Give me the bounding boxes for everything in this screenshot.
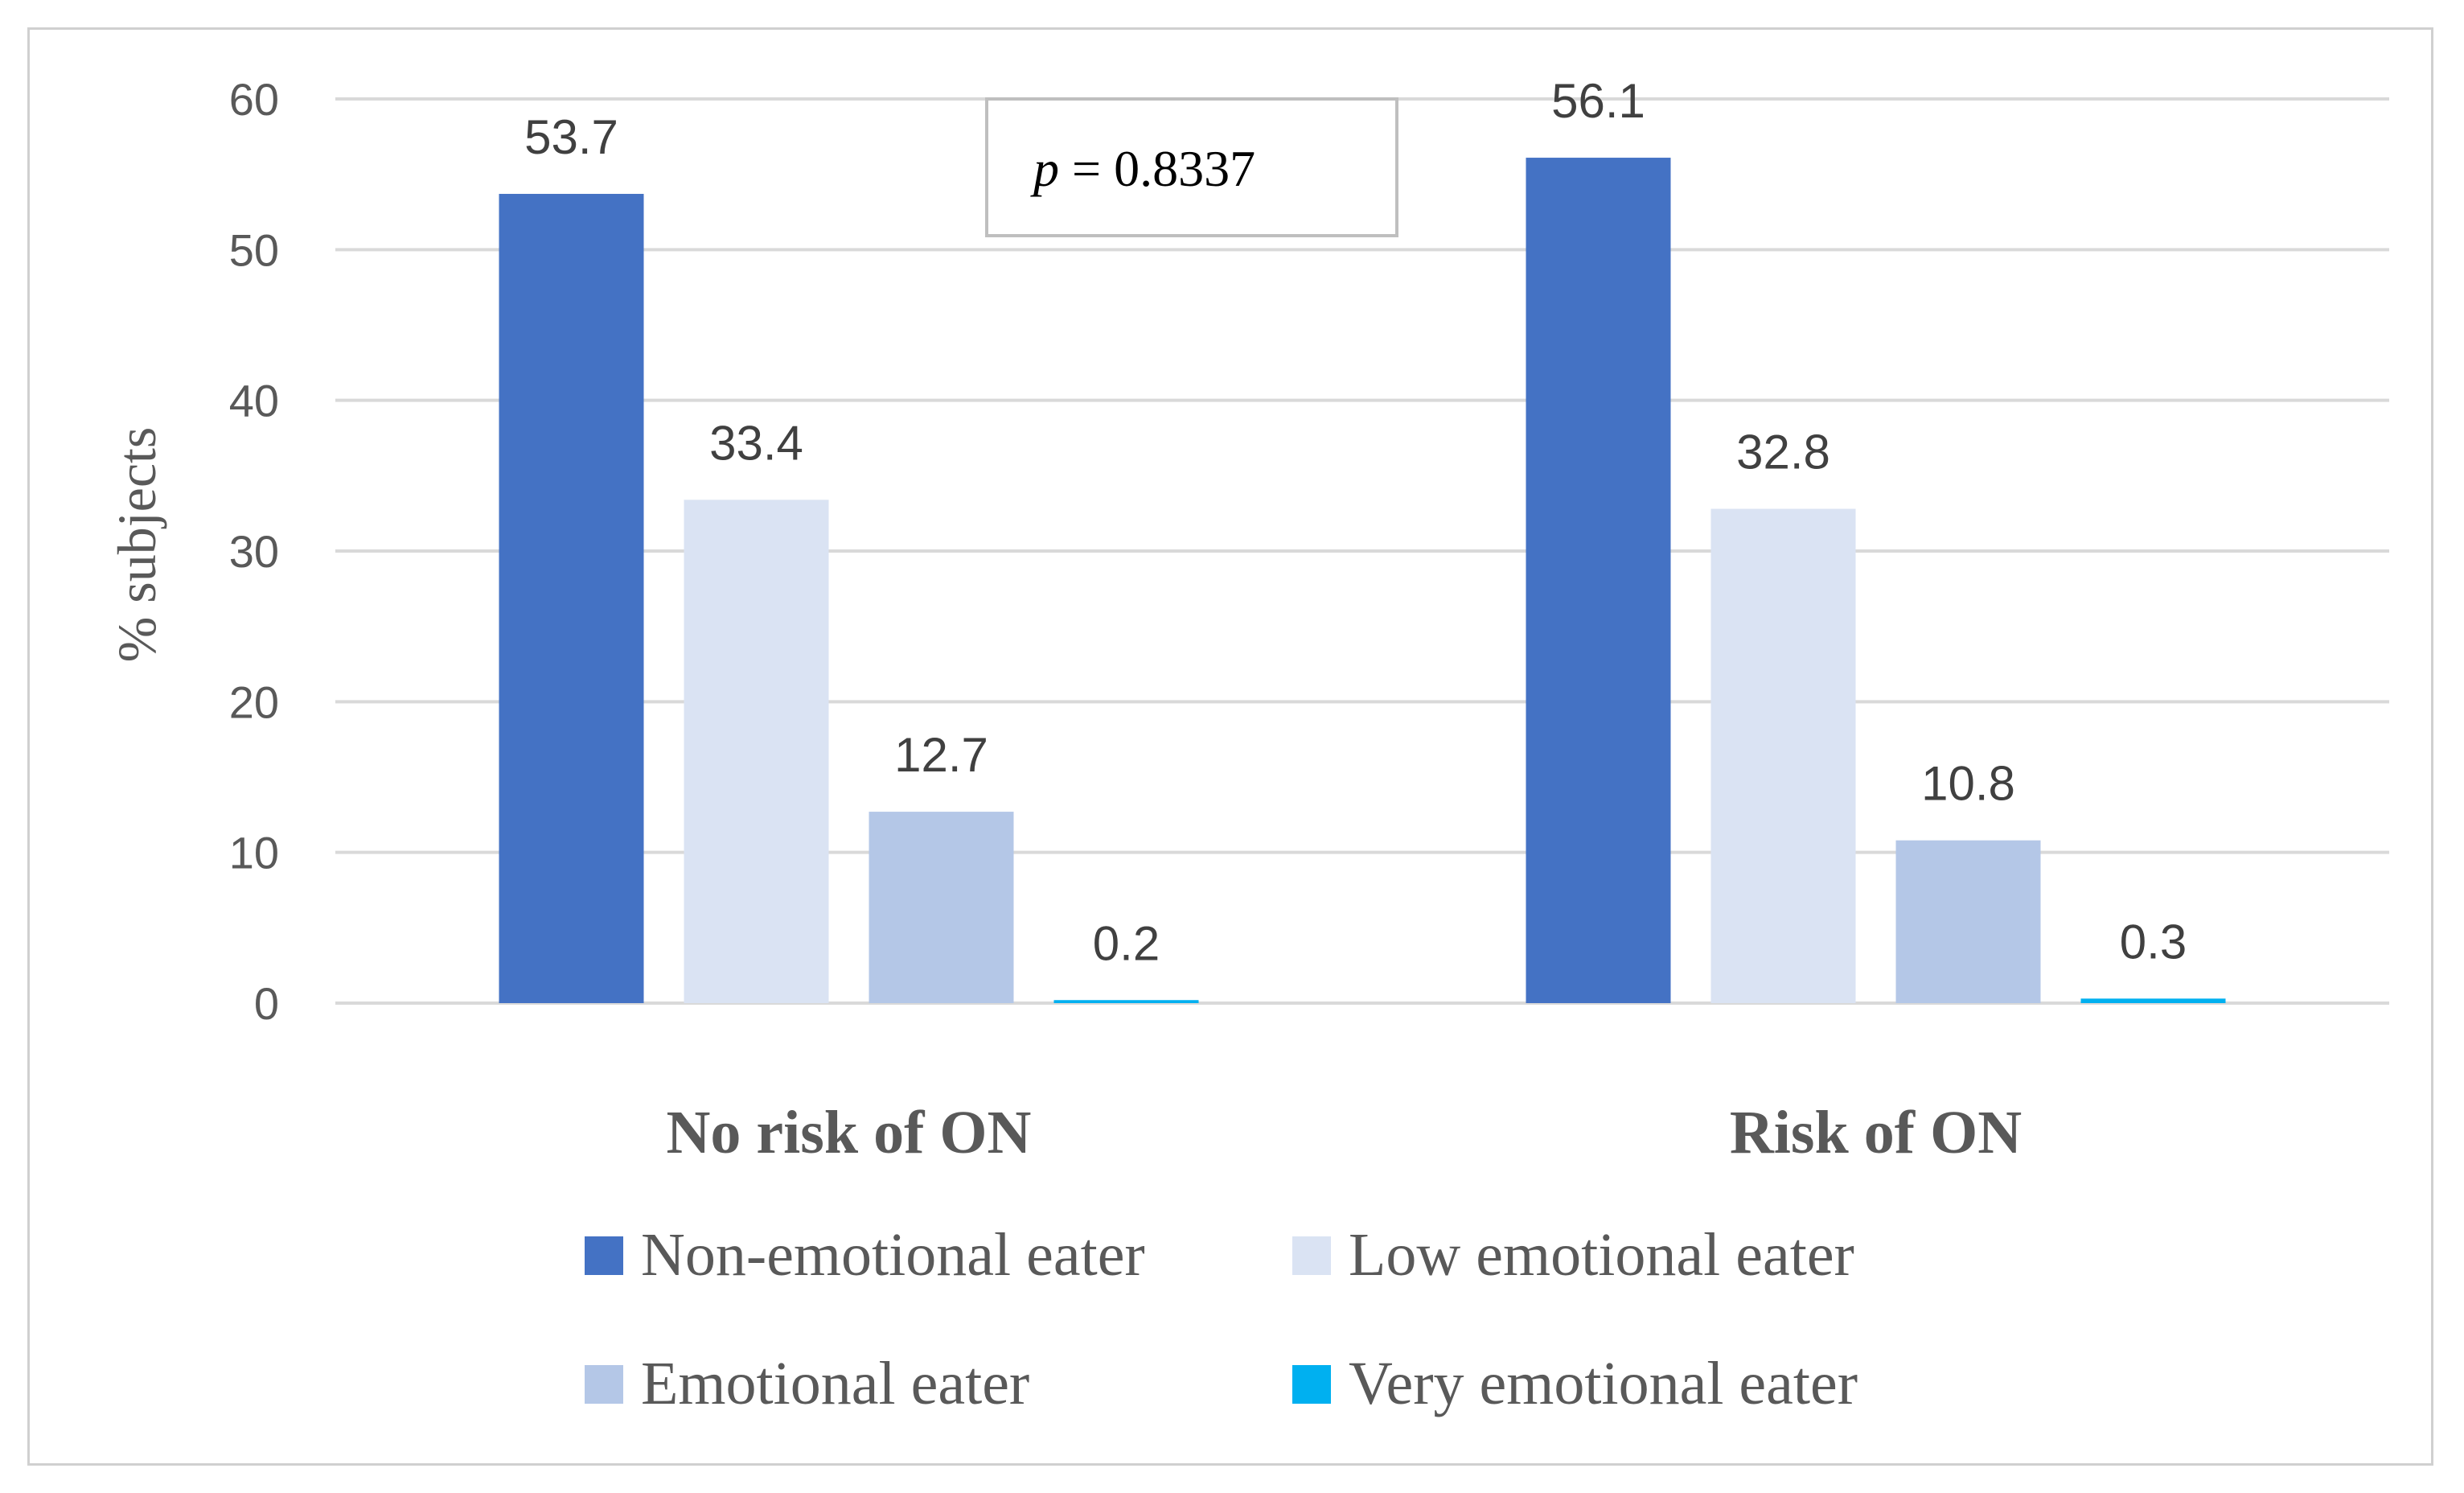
bar-non-emotional-eater-1 xyxy=(499,194,644,1003)
bar-very-emotional-eater-1 xyxy=(1053,1000,1199,1003)
x-category-label-1: No risk of ON xyxy=(667,1099,1032,1166)
bar-low-emotional-eater-1 xyxy=(684,500,829,1003)
gridlines xyxy=(335,97,2389,1005)
bar-emotional-eater-2 xyxy=(1895,840,2041,1003)
bars xyxy=(499,158,2226,1003)
y-tick-label-40: 40 xyxy=(229,376,279,426)
p-value-annotation: p = 0.8337 xyxy=(985,97,1398,237)
chart-frame: 0 10 20 30 40 50 60 53.7 33.4 12.7 0.2 56.1 32.8 10.… xyxy=(27,27,2433,1466)
legend-swatch-emotional-eater xyxy=(585,1365,623,1404)
bar-low-emotional-eater-2 xyxy=(1710,508,1856,1003)
data-labels: 53.7 33.4 12.7 0.2 56.1 32.8 10.8 0.3 xyxy=(524,74,2187,970)
data-label-non-emotional-eater-2: 56.1 xyxy=(1551,74,1645,128)
legend-label-emotional-eater: Emotional eater xyxy=(641,1350,1029,1417)
legend-label-very-emotional-eater: Very emotional eater xyxy=(1349,1350,1858,1417)
legend-swatch-very-emotional-eater xyxy=(1292,1365,1331,1404)
y-tick-label-30: 30 xyxy=(229,526,279,577)
legend: Non-emotional eater Low emotional eater Em… xyxy=(585,1221,1858,1417)
y-axis-ticks: 0 10 20 30 40 50 60 xyxy=(229,74,279,1029)
p-value-text: p = 0.8337 xyxy=(1030,140,1255,197)
data-label-very-emotional-eater-1: 0.2 xyxy=(1093,916,1160,970)
bar-chart: 0 10 20 30 40 50 60 53.7 33.4 12.7 0.2 56.1 32.8 10.… xyxy=(106,74,2389,1417)
x-axis-categories: No risk of ON Risk of ON xyxy=(667,1099,2023,1166)
y-tick-label-50: 50 xyxy=(229,224,279,275)
y-tick-label-20: 20 xyxy=(229,677,279,727)
data-label-very-emotional-eater-2: 0.3 xyxy=(2120,915,2187,969)
x-category-label-2: Risk of ON xyxy=(1730,1099,2022,1166)
legend-swatch-low-emotional-eater xyxy=(1292,1236,1331,1275)
data-label-emotional-eater-1: 12.7 xyxy=(894,728,988,782)
data-label-low-emotional-eater-1: 33.4 xyxy=(709,416,803,470)
legend-swatch-non-emotional-eater xyxy=(585,1236,623,1275)
bar-non-emotional-eater-2 xyxy=(1526,158,1671,1003)
y-tick-label-0: 0 xyxy=(254,978,279,1029)
y-axis-label: % subjects xyxy=(106,427,167,663)
legend-label-low-emotional-eater: Low emotional eater xyxy=(1349,1221,1854,1289)
p-value-box xyxy=(985,97,1398,237)
bar-very-emotional-eater-2 xyxy=(2080,998,2226,1003)
data-label-low-emotional-eater-2: 32.8 xyxy=(1736,426,1830,479)
y-tick-label-60: 60 xyxy=(229,74,279,125)
data-label-emotional-eater-2: 10.8 xyxy=(1921,757,2015,811)
bar-emotional-eater-1 xyxy=(869,812,1014,1003)
legend-label-non-emotional-eater: Non-emotional eater xyxy=(641,1221,1145,1289)
y-tick-label-10: 10 xyxy=(229,828,279,878)
data-label-non-emotional-eater-1: 53.7 xyxy=(524,110,618,164)
